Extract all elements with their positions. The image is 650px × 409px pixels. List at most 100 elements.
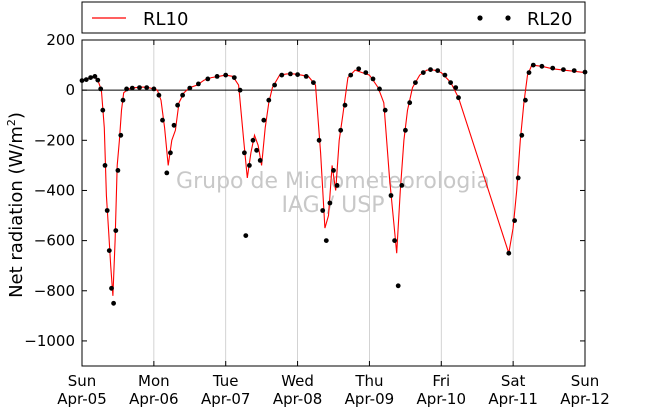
data-point-rl20 xyxy=(137,85,142,90)
data-point-rl20 xyxy=(515,175,521,181)
data-point-rl20 xyxy=(539,63,545,69)
series-layer xyxy=(79,62,588,306)
x-tick-label-day: Mon xyxy=(138,372,170,390)
y-tick-label: −200 xyxy=(34,131,75,149)
y-tick-label: 200 xyxy=(46,31,75,49)
data-point-rl20 xyxy=(327,200,333,206)
data-point-rl20 xyxy=(223,72,229,78)
watermark-line-2: IAG / USP xyxy=(282,193,385,218)
data-point-rl20 xyxy=(118,132,124,138)
x-tick-label-day: Tue xyxy=(212,372,239,390)
y-axis-title: Net radiation (W/m2) xyxy=(5,112,27,298)
data-point-rl20 xyxy=(320,208,326,213)
data-point-rl20 xyxy=(561,67,566,72)
data-point-rl20 xyxy=(156,92,162,98)
data-point-rl20 xyxy=(413,80,418,85)
data-point-rl20 xyxy=(456,95,461,101)
data-point-rl20 xyxy=(399,183,405,188)
plot-frame xyxy=(81,39,586,367)
data-point-rl20 xyxy=(175,102,181,108)
data-point-rl20 xyxy=(231,75,237,80)
data-point-rl20 xyxy=(95,77,101,83)
data-point-rl20 xyxy=(247,163,252,168)
data-point-rl20 xyxy=(109,285,114,291)
x-tick-label-date: Apr-06 xyxy=(129,390,179,408)
data-point-rl20 xyxy=(214,74,220,79)
data-point-rl20 xyxy=(311,80,316,85)
data-point-rl20 xyxy=(254,147,259,153)
y-tick-label: 0 xyxy=(65,81,75,99)
data-point-rl20 xyxy=(261,117,267,123)
data-point-rl20 xyxy=(392,238,397,244)
data-point-rl20 xyxy=(243,233,249,239)
data-point-rl20 xyxy=(171,122,177,128)
data-point-rl20 xyxy=(120,97,126,103)
data-point-rl20 xyxy=(180,92,186,98)
data-point-rl20 xyxy=(266,97,272,103)
x-tick-label-date: Apr-09 xyxy=(345,390,395,408)
data-point-rl20 xyxy=(382,107,388,113)
y-tick-label: −800 xyxy=(34,282,75,300)
data-point-rl20 xyxy=(303,74,309,79)
data-point-rl20 xyxy=(257,158,263,163)
data-point-rl20 xyxy=(407,100,413,106)
y-tick-label: −1000 xyxy=(24,332,75,350)
legend-label-rl10: RL10 xyxy=(143,9,188,30)
data-point-rl20 xyxy=(420,70,426,75)
data-point-rl20 xyxy=(111,300,116,306)
x-tick-label-date: Apr-10 xyxy=(417,390,467,408)
legend-label-rl20: RL20 xyxy=(527,9,572,30)
data-point-rl20 xyxy=(129,85,135,91)
data-point-rl20 xyxy=(187,85,193,91)
x-tick-label-day: Sun xyxy=(571,372,600,390)
x-tick-label-day: Sat xyxy=(501,372,526,390)
data-point-rl20 xyxy=(571,68,577,73)
data-point-rl20 xyxy=(104,208,110,213)
data-point-rl20 xyxy=(242,150,247,156)
data-point-rl20 xyxy=(342,102,348,108)
data-point-rl20 xyxy=(124,86,129,92)
y-tick-label: −600 xyxy=(34,232,75,250)
data-point-rl20 xyxy=(250,137,256,143)
data-point-rl20 xyxy=(388,193,394,198)
data-point-rl20 xyxy=(448,80,453,85)
data-point-rl20 xyxy=(428,67,433,72)
data-point-rl20 xyxy=(205,76,211,82)
y-tick-label: −400 xyxy=(34,181,75,199)
data-point-rl20 xyxy=(348,72,354,78)
data-point-rl20 xyxy=(323,238,329,244)
y-axis-title-main: Net radiation (W/m xyxy=(6,126,27,298)
x-tick-label-day: Thu xyxy=(354,372,383,390)
data-point-rl20 xyxy=(100,107,106,113)
data-point-rl20 xyxy=(395,283,401,289)
axis-ticks xyxy=(81,39,586,366)
data-point-rl20 xyxy=(377,86,382,92)
y-axis-title-end: ) xyxy=(6,112,27,119)
legend-frame xyxy=(81,1,586,34)
data-point-rl20 xyxy=(334,183,340,188)
y-axis-title-superscript: 2 xyxy=(5,119,18,126)
x-tick-label-date: Apr-08 xyxy=(273,390,323,408)
data-point-rl20 xyxy=(453,85,459,90)
legend-marker-rl20-right xyxy=(505,15,511,21)
x-tick-label-day: Sun xyxy=(68,372,97,390)
data-point-rl20 xyxy=(403,127,408,133)
data-point-rl20 xyxy=(331,168,336,173)
data-point-rl20 xyxy=(442,72,448,78)
x-tick-label-date: Apr-12 xyxy=(560,390,610,408)
data-point-rl20 xyxy=(288,71,293,77)
data-point-rl20 xyxy=(363,70,369,75)
data-point-rl20 xyxy=(523,97,528,103)
data-point-rl20 xyxy=(435,68,441,73)
data-point-rl20 xyxy=(279,72,285,78)
vertical-gridlines xyxy=(153,40,514,366)
x-tick-label-date: Apr-05 xyxy=(57,390,107,408)
data-point-rl20 xyxy=(196,81,201,87)
data-point-rl20 xyxy=(519,132,525,138)
data-point-rl20 xyxy=(316,137,322,143)
x-tick-label-date: Apr-11 xyxy=(488,390,538,408)
data-point-rl20 xyxy=(506,250,512,256)
data-point-rl20 xyxy=(272,82,277,88)
data-point-rl20 xyxy=(151,86,157,92)
